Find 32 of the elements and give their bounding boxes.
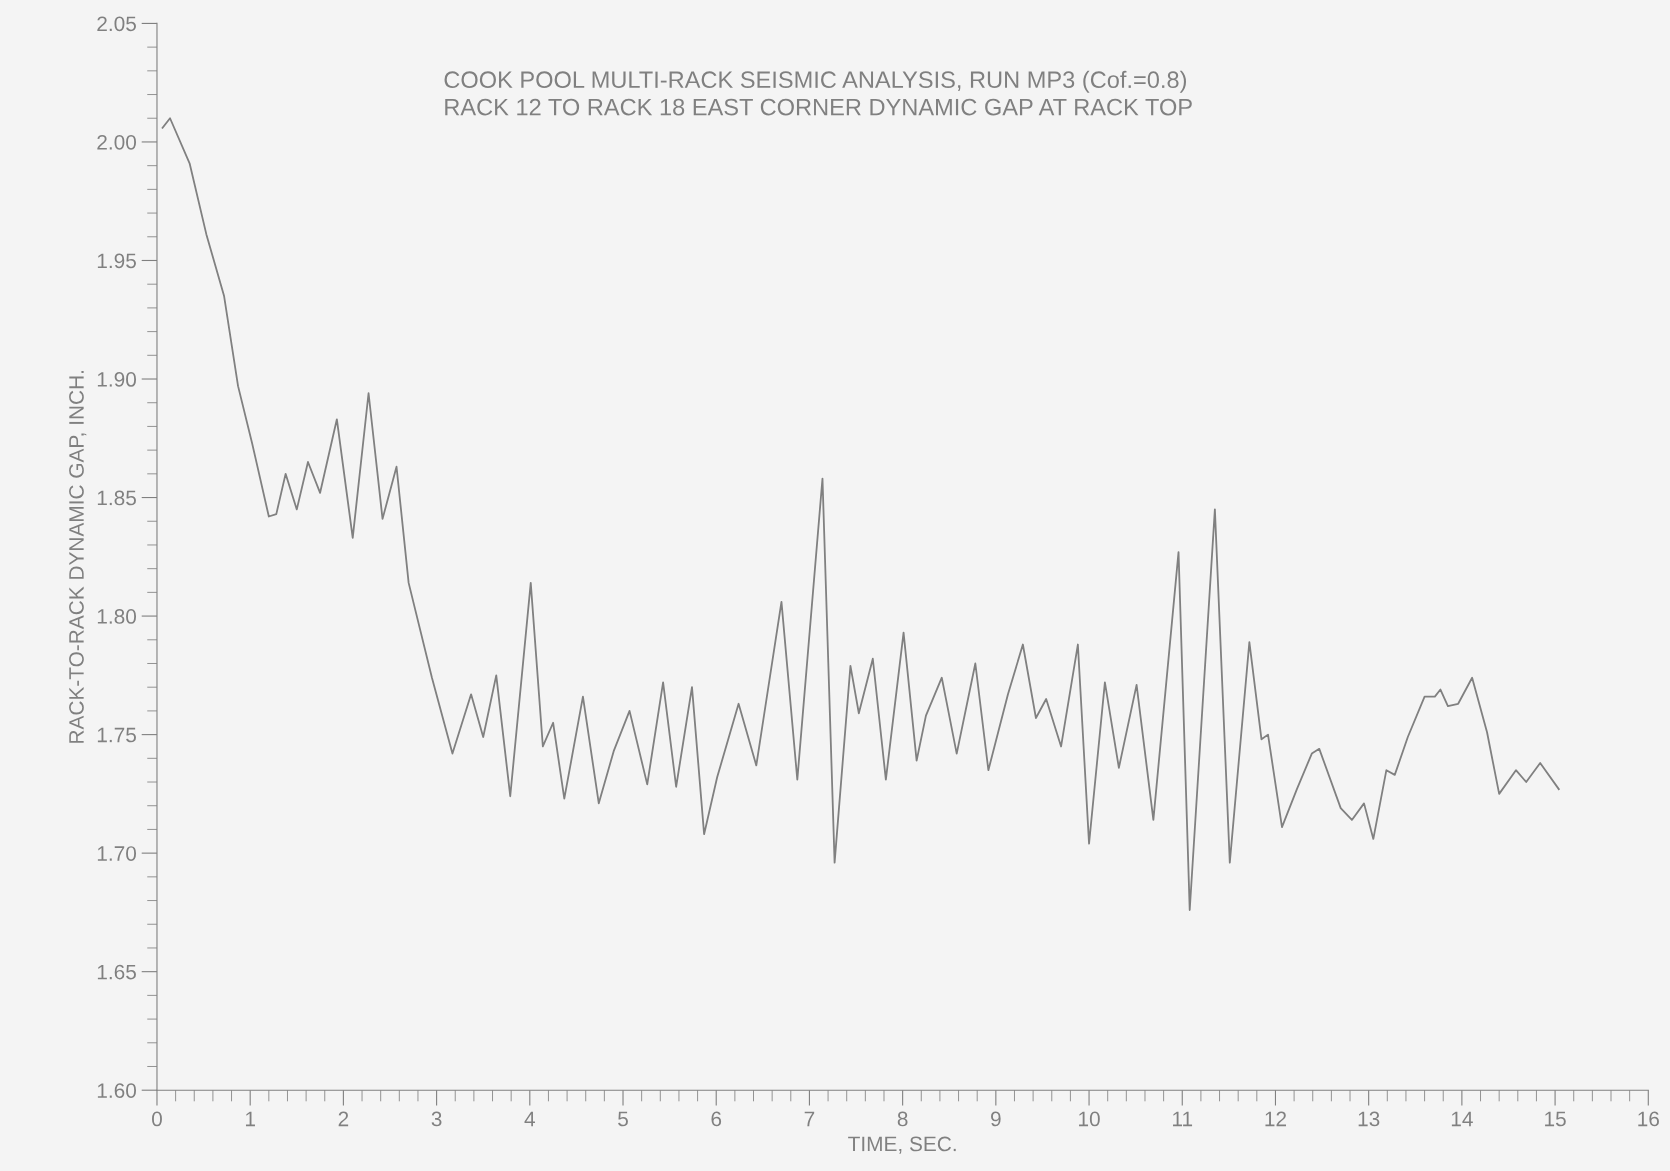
y-tick-label: 1.80 <box>97 609 137 624</box>
y-tick-label: 1.60 <box>97 1083 137 1098</box>
x-tick-label: 6 <box>711 1111 722 1127</box>
x-tick-label: 7 <box>804 1111 815 1127</box>
x-tick-label: 4 <box>524 1111 535 1127</box>
y-tick-label: 2.00 <box>97 134 137 150</box>
y-tick-label: 1.65 <box>97 964 136 980</box>
y-tick-label: 1.70 <box>97 846 137 861</box>
text: RACK 12 TO RACK 18 EAST CORNER DYNAMIC GAP AT RACK TOP <box>445 98 1192 116</box>
x-tick-label: 15 <box>1545 1111 1566 1127</box>
x-tick-label: 0 <box>152 1111 162 1127</box>
x-tick-label: 11 <box>1173 1111 1193 1127</box>
x-tick-label: 9 <box>991 1111 1001 1127</box>
y-tick-label: 1.75 <box>97 727 136 743</box>
x-tick-label: 16 <box>1638 1111 1659 1127</box>
line-series <box>161 117 1560 911</box>
x-tick-label: 14 <box>1451 1111 1473 1127</box>
y-tick-label: 1.90 <box>97 372 137 387</box>
y-axis-title: RACK-TO-RACK DYNAMIC GAP, INCH. <box>69 370 87 743</box>
x-tick-label: 3 <box>431 1111 442 1127</box>
x-tick-label: 12 <box>1265 1111 1286 1127</box>
y-tick-label: 1.95 <box>97 253 136 269</box>
x-tick-label: 2 <box>338 1111 349 1127</box>
text: COOK POOL MULTI-RACK SEISMIC ANALYSIS, RUN MP3 (Cof.=0.8) <box>444 70 1187 93</box>
x-tick-label: 8 <box>897 1111 908 1127</box>
x-tick-label: 1 <box>245 1111 255 1127</box>
x-tick-label: 13 <box>1358 1111 1380 1127</box>
x-tick-label: 5 <box>618 1111 628 1127</box>
y-tick-label: 2.05 <box>97 16 136 32</box>
x-tick-label: 10 <box>1079 1111 1100 1127</box>
x-axis-title: TIME, SEC. <box>848 1136 956 1154</box>
y-tick-label: 1.85 <box>97 490 136 506</box>
